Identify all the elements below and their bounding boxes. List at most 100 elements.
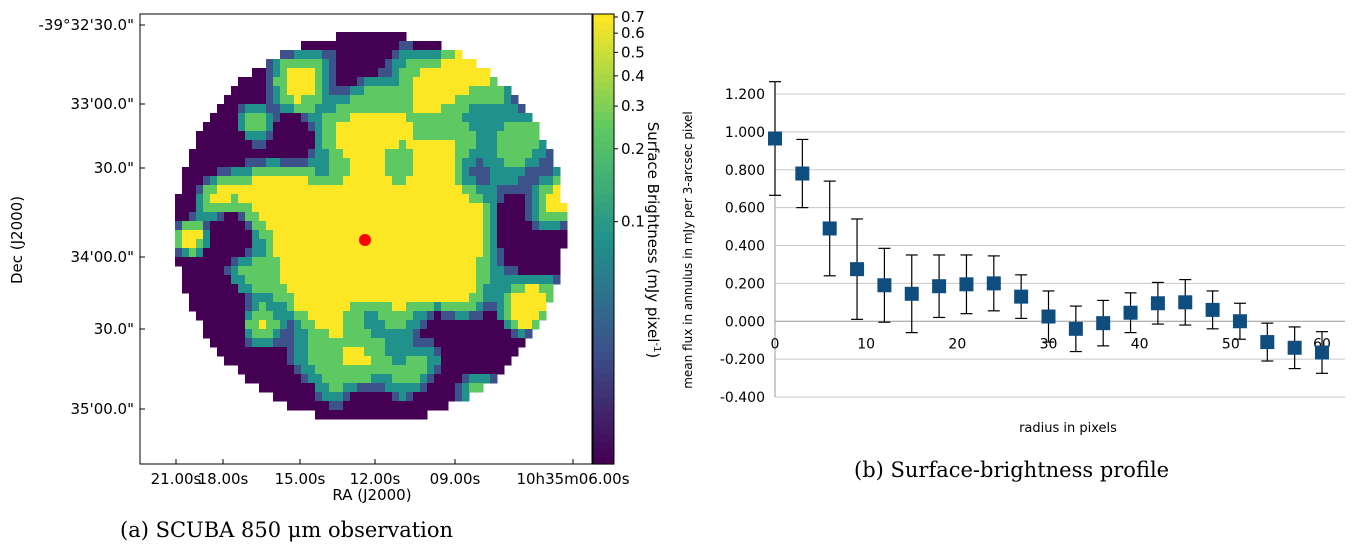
map-pixel	[371, 95, 379, 105]
map-pixel	[350, 383, 358, 393]
map-pixel	[448, 176, 456, 186]
map-pixel	[385, 86, 393, 96]
map-pixel	[203, 176, 211, 186]
map-pixel	[406, 293, 414, 303]
map-pixel	[196, 212, 204, 222]
map-pixel	[413, 104, 421, 114]
map-pixel	[245, 113, 253, 123]
map-pixel	[343, 311, 351, 321]
map-pixel	[259, 329, 267, 339]
map-pixel	[392, 113, 400, 123]
map-pixel	[252, 95, 260, 105]
map-pixel	[231, 176, 239, 186]
map-pixel	[357, 266, 365, 276]
map-pixel	[378, 221, 386, 231]
map-pixel	[266, 140, 274, 150]
map-pixel	[518, 185, 526, 195]
map-pixel	[350, 158, 358, 168]
map-pixel	[490, 356, 498, 366]
map-pixel	[259, 221, 267, 231]
map-pixel	[245, 302, 253, 312]
map-pixel	[448, 320, 456, 330]
map-pixel	[357, 140, 365, 150]
map-pixel	[203, 167, 211, 177]
map-pixel	[490, 194, 498, 204]
map-pixel	[231, 122, 239, 132]
map-pixel	[273, 86, 281, 96]
map-pixel	[224, 122, 232, 132]
map-pixel	[420, 113, 428, 123]
map-pixel	[266, 239, 274, 249]
map-pixel	[497, 113, 505, 123]
map-pixel	[539, 266, 547, 276]
map-pixel	[427, 230, 435, 240]
map-pixel	[483, 311, 491, 321]
map-pixel	[287, 59, 295, 69]
map-pixel	[280, 302, 288, 312]
map-pixel	[245, 266, 253, 276]
map-pixel	[427, 383, 435, 393]
map-pixel	[322, 248, 330, 258]
map-pixel	[392, 392, 400, 402]
map-pixel	[245, 230, 253, 240]
map-pixel	[462, 86, 470, 96]
map-pixel	[259, 95, 267, 105]
map-pixel	[364, 365, 372, 375]
map-pixel	[427, 194, 435, 204]
map-pixel	[364, 293, 372, 303]
map-pixel	[336, 374, 344, 384]
map-pixel	[231, 275, 239, 285]
map-pixel	[189, 284, 197, 294]
map-pixel	[294, 392, 302, 402]
map-pixel	[273, 347, 281, 357]
map-pixel	[378, 113, 386, 123]
map-pixel	[329, 203, 337, 213]
map-pixel	[455, 104, 463, 114]
profile-y-tick-label: 0.200	[725, 276, 765, 292]
map-pixel	[441, 59, 449, 69]
map-pixel	[287, 248, 295, 258]
map-pixel	[406, 401, 414, 411]
map-pixel	[266, 374, 274, 384]
map-pixel	[504, 275, 512, 285]
map-pixel	[469, 284, 477, 294]
map-pixel	[210, 212, 218, 222]
map-pixel	[399, 140, 407, 150]
map-pixel	[483, 356, 491, 366]
map-pixel	[357, 311, 365, 321]
colorbar-segment	[593, 449, 614, 458]
map-pixel	[322, 203, 330, 213]
map-pixel	[504, 338, 512, 348]
map-pixel	[336, 221, 344, 231]
map-pixel	[287, 239, 295, 249]
map-pixel	[434, 347, 442, 357]
map-pixel	[266, 293, 274, 303]
map-pixel	[336, 239, 344, 249]
colorbar-segment	[593, 456, 614, 465]
map-pixel	[287, 383, 295, 393]
map-pixel	[371, 338, 379, 348]
map-pixel	[497, 239, 505, 249]
map-pixel	[455, 167, 463, 177]
map-pixel	[406, 77, 414, 87]
map-pixel	[343, 41, 351, 51]
map-pixel	[546, 176, 554, 186]
map-pixel	[420, 59, 428, 69]
map-pixel	[511, 194, 519, 204]
map-pixel	[539, 194, 547, 204]
map-pixel	[413, 329, 421, 339]
map-pixel	[210, 176, 218, 186]
map-pixel	[420, 248, 428, 258]
profile-point	[1205, 302, 1220, 317]
map-pixel	[210, 239, 218, 249]
map-pixel	[504, 230, 512, 240]
map-pixel	[371, 311, 379, 321]
map-pixel	[511, 320, 519, 330]
map-pixel	[455, 275, 463, 285]
map-pixel	[399, 347, 407, 357]
map-pixel	[217, 194, 225, 204]
map-pixel	[364, 131, 372, 141]
map-pixel	[329, 266, 337, 276]
map-pixel	[336, 77, 344, 87]
map-pixel	[301, 347, 309, 357]
